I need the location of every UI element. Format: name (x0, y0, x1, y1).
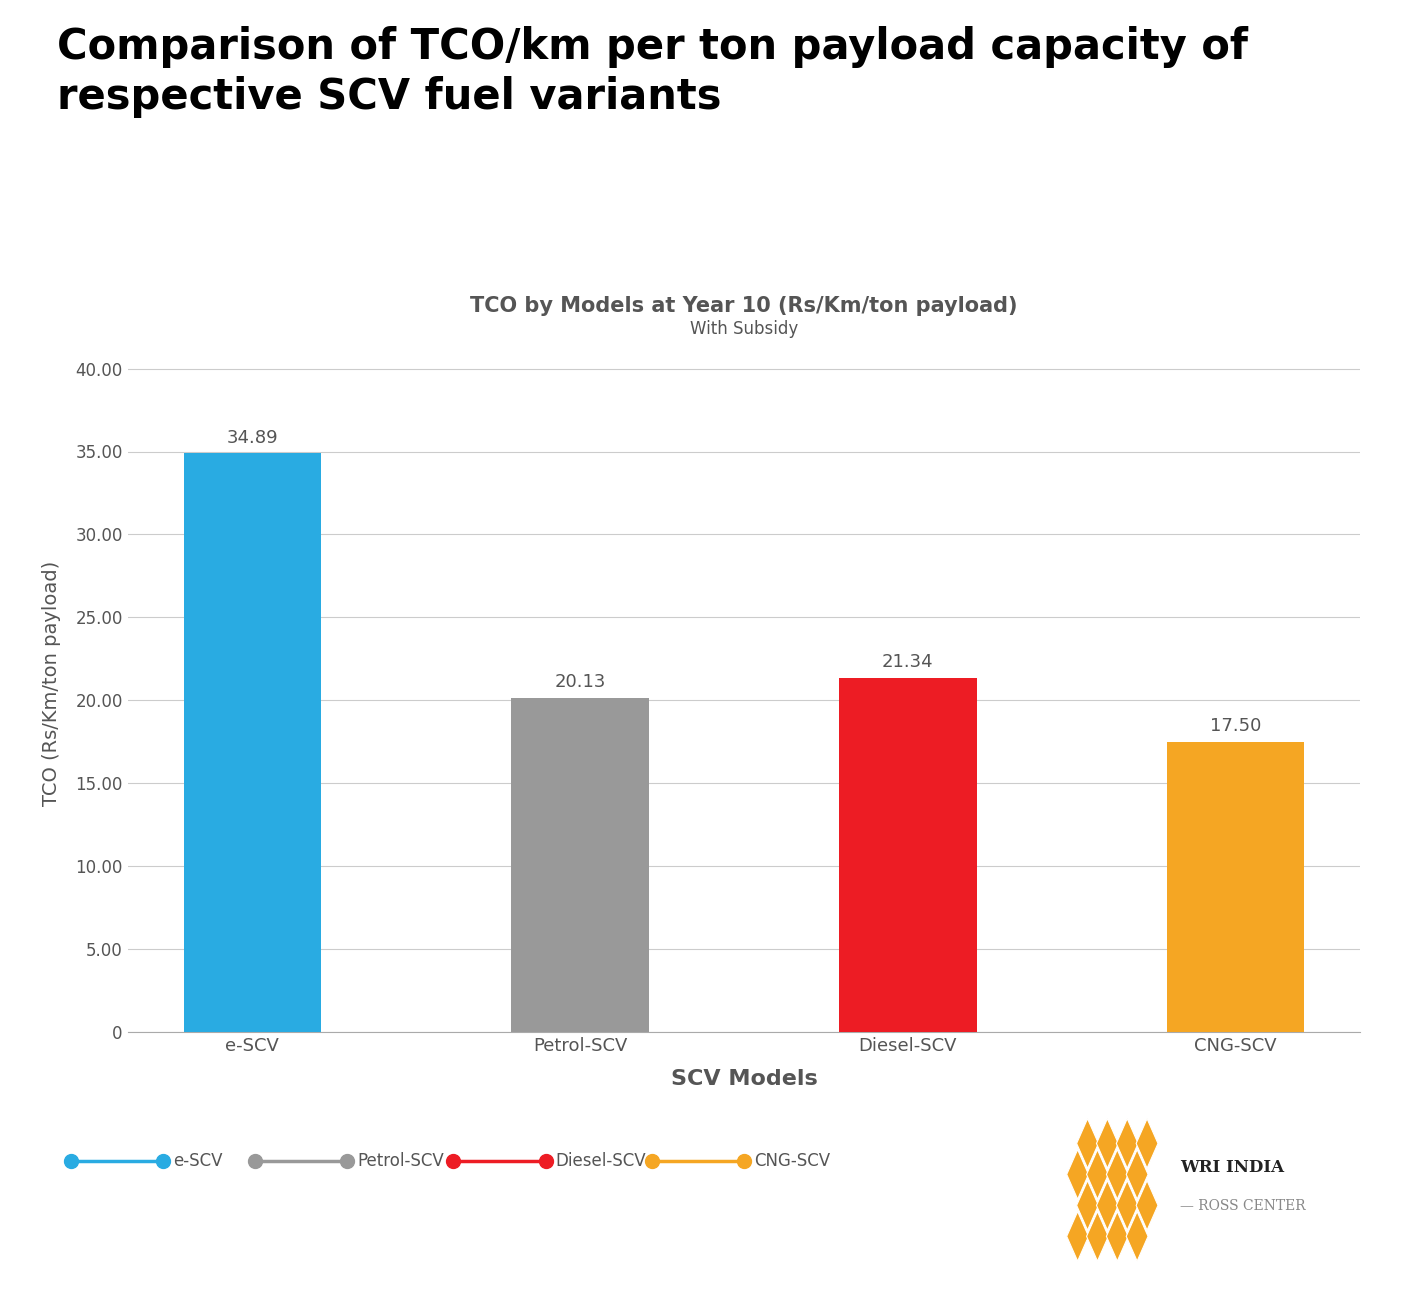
Polygon shape (1087, 1149, 1108, 1200)
Text: CNG-SCV: CNG-SCV (754, 1152, 830, 1170)
Polygon shape (1077, 1180, 1098, 1231)
Bar (839, 679, 976, 1032)
Text: 17.50: 17.50 (1210, 717, 1261, 735)
Polygon shape (1127, 1149, 1148, 1200)
Text: With Subsidy: With Subsidy (690, 320, 798, 338)
Polygon shape (1087, 1211, 1108, 1262)
Text: Comparison of TCO/km per ton payload capacity of
respective SCV fuel variants: Comparison of TCO/km per ton payload cap… (57, 26, 1248, 119)
Polygon shape (1117, 1118, 1138, 1169)
Polygon shape (1077, 1118, 1098, 1169)
Polygon shape (1107, 1211, 1128, 1262)
Text: e-SCV: e-SCV (173, 1152, 222, 1170)
Text: TCO by Models at Year 10 (Rs/Km/ton payload): TCO by Models at Year 10 (Rs/Km/ton payl… (470, 295, 1017, 316)
Polygon shape (1097, 1180, 1118, 1231)
Text: 21.34: 21.34 (881, 654, 934, 671)
Y-axis label: TCO (Rs/Km/ton payload): TCO (Rs/Km/ton payload) (43, 561, 61, 806)
Polygon shape (1127, 1211, 1148, 1262)
Polygon shape (1136, 1118, 1158, 1169)
Text: Diesel-SCV: Diesel-SCV (555, 1152, 646, 1170)
Text: 20.13: 20.13 (554, 673, 605, 691)
Text: 34.89: 34.89 (227, 428, 278, 446)
Polygon shape (1107, 1149, 1128, 1200)
Polygon shape (1097, 1118, 1118, 1169)
Polygon shape (1117, 1180, 1138, 1231)
X-axis label: SCV Models: SCV Models (670, 1068, 818, 1089)
Text: Petrol-SCV: Petrol-SCV (357, 1152, 444, 1170)
Bar (184, 453, 322, 1032)
Bar (1166, 742, 1304, 1032)
Text: — ROSS CENTER: — ROSS CENTER (1180, 1200, 1306, 1213)
Bar (512, 698, 649, 1032)
Polygon shape (1136, 1180, 1158, 1231)
Polygon shape (1067, 1149, 1088, 1200)
Polygon shape (1067, 1211, 1088, 1262)
Text: WRI INDIA: WRI INDIA (1180, 1158, 1284, 1176)
